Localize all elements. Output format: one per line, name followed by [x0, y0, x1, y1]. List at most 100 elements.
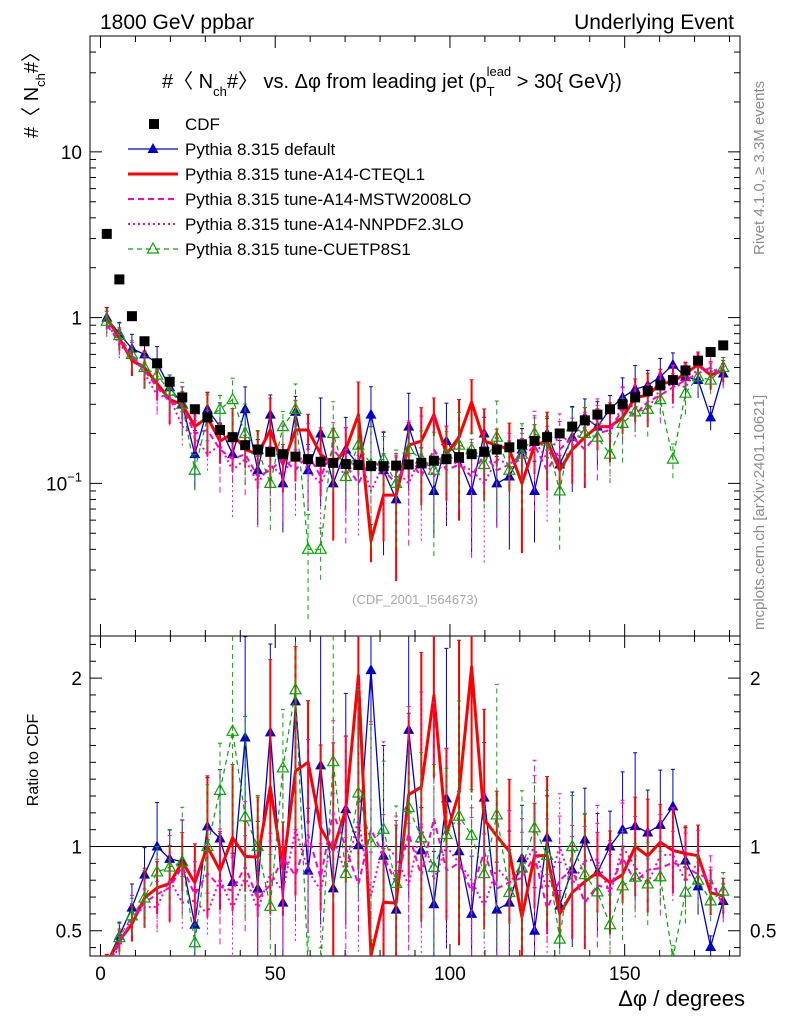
- title-part-pre: #〈 N: [162, 71, 213, 93]
- green-main-point: [150, 367, 164, 380]
- header-right: Underlying Event: [574, 11, 734, 34]
- green-ratio-point: [603, 917, 617, 930]
- cdf-data-point: [579, 415, 590, 426]
- cdf-data-point: [655, 380, 666, 391]
- cdf-data-point: [542, 432, 553, 443]
- cdf-data-point: [466, 449, 477, 460]
- cdf-data-point: [378, 461, 389, 472]
- x-tick-label: 0: [95, 964, 106, 985]
- green-ratio-point: [251, 839, 265, 852]
- green-main-point: [314, 542, 328, 554]
- green-main-point: [716, 360, 730, 373]
- blue-ratio-point: [151, 840, 163, 851]
- green-main-point: [666, 451, 680, 464]
- cdf-data-point: [642, 386, 653, 397]
- y-tick-label: 1: [71, 309, 82, 330]
- red-ratio-series-line: [108, 665, 724, 956]
- legend-marker-green: [146, 241, 160, 254]
- cdf-data-point: [365, 461, 376, 472]
- ratio-y-tick-label: 0.5: [56, 922, 82, 943]
- green-main-point: [100, 314, 114, 326]
- green-ratio-point: [427, 860, 441, 873]
- green-main-point: [578, 426, 592, 439]
- green-main-point: [288, 402, 302, 414]
- cdf-data-point: [605, 404, 615, 415]
- mcplots-reference-label: mcplots.cern.ch [arXiv:2401.10621]: [751, 395, 768, 630]
- green-main-point: [616, 416, 630, 429]
- cdf-data-point: [680, 365, 691, 376]
- cdf-data-point: [718, 340, 729, 351]
- green-ratio-point: [351, 785, 365, 798]
- cdf-data-point: [126, 311, 137, 322]
- blue-ratio-point: [705, 941, 717, 952]
- cdf-data-point: [177, 392, 188, 403]
- green-ratio-point: [678, 884, 692, 897]
- title-part-post: > 30{ GeV}): [511, 71, 622, 93]
- ratio-y-tick-label: 1: [71, 838, 82, 859]
- title-part-mid: #〉 vs. Δφ from leading jet (p: [227, 71, 487, 93]
- green-main-point: [163, 383, 177, 396]
- cdf-data-point: [554, 428, 565, 439]
- green-ratio-point: [553, 931, 567, 944]
- cdf-data-point: [265, 446, 276, 457]
- green-ratio-point: [465, 828, 479, 840]
- green-main-point: [603, 446, 617, 459]
- green-main-point: [213, 402, 227, 414]
- legend-label-4: Pythia 8.315 tune-A14-NNPDF2.3LO: [185, 215, 464, 234]
- green-main-point: [402, 442, 416, 455]
- x-axis-label: Δφ / degrees: [618, 986, 745, 1011]
- green-main-point: [515, 446, 529, 459]
- green-ratio-point: [188, 935, 202, 948]
- green-main-point: [452, 437, 466, 450]
- green-ratio-series-line: [110, 689, 724, 956]
- green-ratio-point: [163, 859, 177, 872]
- green-ratio-point: [238, 809, 252, 822]
- y-tick-label-exponent: −1: [67, 469, 82, 484]
- cdf-data-point: [240, 440, 251, 451]
- cdf-data-point: [693, 355, 704, 366]
- green-main-point: [276, 419, 290, 432]
- green-main-series-line: [106, 320, 724, 550]
- cdf-data-point: [617, 399, 628, 410]
- green-main-point: [125, 347, 139, 359]
- legend-marker-blue: [147, 143, 159, 153]
- green-ratio-point: [502, 885, 516, 898]
- cdf-data-point: [567, 421, 578, 432]
- cdf-data-point: [152, 358, 163, 369]
- green-main-point: [339, 469, 353, 482]
- cdf-data-point: [202, 412, 213, 423]
- green-ratio-point: [490, 807, 504, 820]
- green-ratio-point: [653, 869, 667, 882]
- green-ratio-point: [540, 848, 554, 860]
- green-main-point: [678, 385, 692, 398]
- legend-label-0: CDF: [185, 115, 220, 134]
- green-main-point: [351, 437, 365, 450]
- ratio-y-tick-label-right: 2: [750, 669, 761, 690]
- red-main-series-line: [105, 316, 724, 543]
- magenta-dot-ratio-series-line: [112, 818, 724, 956]
- green-ratio-point: [616, 878, 630, 891]
- cdf-data-point: [454, 452, 465, 463]
- green-main-point: [590, 429, 604, 442]
- green-ratio-point: [377, 822, 391, 834]
- x-tick-label: 50: [265, 964, 286, 985]
- green-ratio-point: [515, 860, 529, 873]
- green-main-point: [477, 457, 491, 470]
- green-ratio-point: [578, 867, 592, 880]
- cdf-data-point: [340, 458, 351, 469]
- magenta-dash-ratio-series-line: [111, 811, 725, 956]
- green-main-point: [112, 328, 126, 341]
- green-main-point: [653, 392, 667, 405]
- legend-label-5: Pythia 8.315 tune-CUETP8S1: [185, 240, 411, 259]
- header-left: 1800 GeV ppbar: [100, 11, 254, 34]
- cdf-data-point: [215, 424, 225, 435]
- cdf-data-point: [164, 376, 175, 387]
- green-ratio-point: [439, 827, 453, 840]
- blue-ratio-point: [667, 800, 679, 811]
- green-ratio-point: [414, 830, 428, 843]
- green-ratio-point: [150, 864, 164, 877]
- blue-ratio-point: [365, 664, 377, 675]
- ratio-y-tick-label: 2: [71, 669, 82, 690]
- green-ratio-point: [315, 959, 326, 969]
- cdf-data-point: [114, 274, 125, 285]
